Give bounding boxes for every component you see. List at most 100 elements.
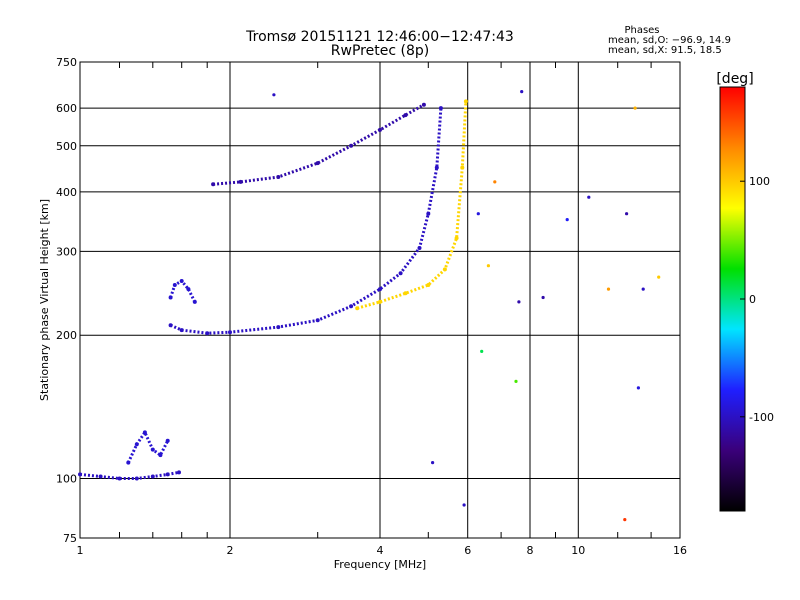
data-point (272, 93, 276, 97)
data-point (417, 246, 422, 250)
data-series (78, 90, 661, 522)
data-point (625, 212, 629, 216)
data-point (134, 442, 139, 447)
chart-subtitle: RwPretec (8p) (331, 43, 429, 59)
data-point (514, 379, 518, 383)
data-point (623, 518, 627, 522)
data-point (179, 328, 184, 333)
data-point (150, 474, 155, 479)
series-trace (169, 107, 443, 335)
y-tick-label: 300 (56, 245, 77, 258)
data-point (633, 106, 637, 110)
legend-line-2: mean, sd,X: 91.5, 18.5 (608, 45, 722, 56)
colorbar-tick-label: 100 (749, 175, 770, 188)
data-point (476, 212, 480, 216)
y-tick-label: 600 (56, 102, 77, 115)
series-trace (212, 103, 425, 186)
data-point (378, 299, 382, 304)
data-point (378, 287, 382, 292)
data-point (238, 179, 243, 184)
data-point (480, 349, 484, 353)
data-point (158, 453, 163, 458)
data-point (177, 470, 181, 475)
data-point (315, 161, 320, 166)
data-point (165, 438, 170, 443)
plot-area (78, 61, 681, 539)
data-point (168, 323, 173, 328)
data-point (426, 283, 431, 287)
data-point (421, 102, 426, 107)
data-point (142, 430, 147, 435)
x-tick-label: 1 (77, 544, 84, 557)
data-point (134, 476, 139, 481)
chart-header: Tromsø 20151121 12:46:00−12:47:43 RwPret… (245, 29, 514, 59)
series-trace (126, 430, 170, 464)
data-point (403, 113, 408, 118)
y-tick-label: 400 (56, 186, 77, 199)
x-tick-label: 8 (527, 544, 534, 557)
data-point (186, 287, 191, 292)
data-point (205, 331, 210, 336)
y-tick-label: 500 (56, 140, 77, 153)
grid-lines (79, 61, 681, 539)
data-point (657, 275, 661, 279)
data-point (168, 295, 173, 300)
data-point (520, 90, 524, 94)
data-point (179, 279, 184, 283)
colorbar-tick-label: 0 (749, 293, 756, 306)
x-tick-label: 10 (571, 544, 585, 557)
data-point (192, 299, 197, 304)
data-point (565, 218, 569, 222)
data-point (587, 195, 591, 199)
data-point (126, 460, 131, 465)
chart-title: Tromsø 20151121 12:46:00−12:47:43 (245, 29, 514, 45)
data-point (493, 180, 497, 184)
data-point (378, 127, 382, 132)
data-point (460, 165, 465, 170)
data-point (315, 318, 320, 323)
data-point (431, 461, 435, 465)
data-point (641, 287, 645, 291)
data-point (78, 472, 82, 477)
data-point (403, 291, 408, 296)
data-point (462, 503, 466, 507)
y-tick-label: 100 (56, 473, 77, 486)
series-trace (79, 470, 180, 480)
data-point (349, 143, 354, 148)
x-axis-label: Frequency [MHz] (334, 558, 426, 571)
phase-legend: Phases mean, sd,O: −96.9, 14.9 mean, sd,… (608, 25, 731, 56)
legend-line-1: mean, sd,O: −96.9, 14.9 (608, 35, 731, 46)
colorbar-tick-label: -100 (749, 411, 774, 424)
x-tick-label: 16 (673, 544, 687, 557)
data-point (276, 325, 281, 330)
y-axis-label: Stationary phase Virtual Height [km] (38, 199, 51, 401)
x-tick-label: 2 (227, 544, 234, 557)
data-point (172, 283, 177, 287)
data-point (486, 264, 490, 268)
data-point (276, 175, 281, 179)
data-point (426, 211, 431, 216)
data-point (165, 472, 170, 477)
x-axis: Frequency [MHz] 1 2 4 6 8 10 16 (77, 544, 688, 571)
colorbar-label: [deg] (716, 71, 753, 87)
y-tick-label: 750 (56, 56, 77, 69)
data-point (434, 165, 439, 170)
colorbar: [deg] 100 0 -100 (716, 71, 774, 512)
data-point (636, 386, 641, 390)
data-point (438, 106, 443, 111)
data-point (355, 306, 360, 311)
x-tick-label: 4 (377, 544, 384, 557)
data-point (398, 271, 403, 276)
data-point (349, 304, 354, 309)
series-trace (356, 101, 468, 310)
data-point (442, 267, 447, 272)
legend-title: Phases (624, 25, 659, 36)
data-point (454, 236, 459, 241)
data-point (150, 447, 155, 452)
data-point (211, 182, 216, 187)
data-point (517, 300, 521, 304)
y-tick-label: 75 (63, 532, 77, 545)
x-tick-label: 6 (464, 544, 471, 557)
y-tick-label: 200 (56, 329, 77, 342)
